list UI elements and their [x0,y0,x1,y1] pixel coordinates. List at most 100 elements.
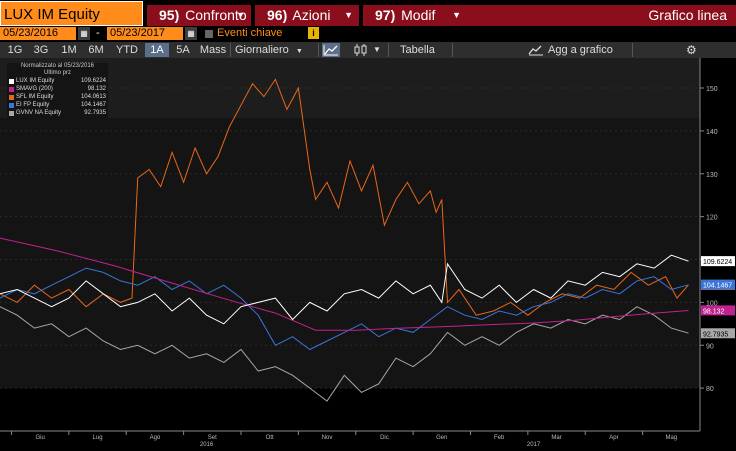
range-mass[interactable]: Mass [199,44,227,56]
top-bar: LUX IM Equity 95) Confronto ▼ 96) Azioni… [0,0,736,27]
plot-band [0,118,700,389]
ticker-field[interactable]: LUX IM Equity [0,1,143,26]
gear-icon[interactable]: ⚙ [686,43,697,57]
x-tick-label: Ott [266,435,274,441]
divider [452,43,453,57]
events-checkbox[interactable] [205,30,213,38]
divider [318,43,319,57]
x-tick-label: Gen [436,435,447,441]
line-chart-icon[interactable] [322,43,340,57]
x-tick-label: Apr [609,435,618,441]
y-tick-label: 140 [706,129,718,136]
x-tick-label: Mar [551,435,561,441]
legend-rows: LUX IM Equity 109.6224 SMAVG (200) 98.132 SF… [7,77,108,117]
menu-label: Azioni [292,7,331,23]
frequency-select[interactable]: Giornaliero ▼ [235,43,315,57]
series-line [0,306,689,402]
legend-subheader: Ultimo prz [43,70,71,76]
divider [632,43,633,57]
x-year-label: 2016 [200,442,214,448]
last-value-tag [701,279,735,290]
end-date-input[interactable]: 05/23/2017 [107,27,183,40]
dropdown-arrow-icon: ▼ [295,48,303,55]
menu-code: 95) [159,7,180,23]
legend-item[interactable]: SFL IM Equity 104.0613 [7,93,108,101]
last-value-label: 98.132 [703,308,725,315]
range-6m[interactable]: 6M [88,44,104,56]
legend-series-name: EI FP Equity [16,102,50,108]
calendar-icon[interactable]: ▦ [185,27,197,40]
legend-series-name: SMAVG (200) [16,86,53,92]
legend-swatch [9,103,14,108]
legend: Normalizzato al 05/23/2016 Ultimo prz LU… [7,63,108,125]
last-value-label: 104.1467 [703,283,732,290]
x-tick-label: Mag [665,435,677,441]
legend-series-value: 92.7935 [84,110,106,116]
legend-series-value: 104.1467 [80,102,106,108]
legend-swatch [9,111,14,116]
table-button[interactable]: Tabella [400,44,435,56]
info-icon[interactable]: i [308,27,319,39]
add-to-chart-button[interactable]: Agg a grafico [548,44,613,56]
candlestick-icon[interactable] [352,43,370,57]
legend-series-value: 109.6224 [80,78,106,84]
x-tick-label: Giu [35,435,44,441]
start-date-input[interactable]: 05/23/2016 [0,27,76,40]
y-tick-label: 130 [706,172,718,179]
line-chart: 8090100110120130140150GiuLugAgoSetOttNov… [0,58,736,451]
legend-swatch [9,87,14,92]
range-5a[interactable]: 5A [176,44,190,56]
legend-item[interactable]: SMAVG (200) 98.132 [7,85,108,93]
range-1a[interactable]: 1A [145,43,169,57]
dropdown-arrow-icon: ▼ [452,10,461,20]
menu-label: Modif [401,7,436,23]
calendar-icon[interactable]: ▦ [78,27,90,40]
range-1m[interactable]: 1M [61,44,77,56]
date-row: 05/23/2016 ▦ - 05/23/2017 ▦ Eventi chiav… [0,27,736,41]
y-tick-label: 80 [706,386,714,393]
legend-series-value: 98.132 [87,86,106,92]
modif-menu[interactable]: 97) Modif ▼ [363,5,467,26]
confronto-menu[interactable]: 95) Confronto ▼ [147,5,251,26]
range-3g[interactable]: 3G [33,44,49,56]
menu-code: 96) [267,7,288,23]
events-label: Eventi chiave [217,27,283,39]
chart-type-title: Grafico linea [467,5,736,26]
legend-swatch [9,95,14,100]
legend-header: Normalizzato al 05/23/2016 [20,63,95,69]
toolbar: 1G 3G 1M 6M YTD 1A 5A Mass Giornaliero ▼… [0,42,736,58]
series-line [0,78,689,316]
legend-series-name: LUX IM Equity [16,78,55,84]
legend-item[interactable]: EI FP Equity 104.1467 [7,101,108,109]
last-value-label: 92.7935 [703,331,728,338]
x-tick-label: Dic [380,435,389,441]
y-tick-label: 90 [706,343,714,350]
dropdown-arrow-icon: ▼ [236,10,245,20]
azioni-menu[interactable]: 96) Azioni ▼ [255,5,359,26]
menu-label: Confronto [185,7,247,23]
legend-item[interactable]: LUX IM Equity 109.6224 [7,77,108,85]
x-tick-label: Ago [150,435,161,441]
last-value-label: 109.6224 [703,259,732,266]
legend-item[interactable]: GVNV NA Equity 92.7935 [7,109,108,117]
dropdown-arrow-icon[interactable]: ▼ [373,45,381,54]
x-tick-label: Set [208,435,217,441]
x-tick-label: Nov [322,435,333,441]
range-1g[interactable]: 1G [7,44,23,56]
y-tick-label: 120 [706,215,718,222]
frequency-label: Giornaliero [235,44,289,56]
divider [388,43,389,57]
legend-series-name: SFL IM Equity [16,94,54,100]
divider [230,43,231,57]
add-chart-icon[interactable] [527,43,545,57]
range-ytd[interactable]: YTD [116,44,138,56]
legend-series-name: GVNV NA Equity [16,110,62,116]
y-tick-label: 150 [706,86,718,93]
x-year-label: 2017 [527,442,541,448]
menu-code: 97) [375,7,396,23]
series-line [0,254,689,325]
date-separator: - [96,27,100,39]
dropdown-arrow-icon: ▼ [344,10,353,20]
x-tick-label: Lug [93,435,103,441]
last-value-tag [701,256,735,267]
